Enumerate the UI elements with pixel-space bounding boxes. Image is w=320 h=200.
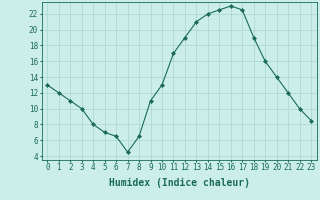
X-axis label: Humidex (Indice chaleur): Humidex (Indice chaleur): [109, 178, 250, 188]
